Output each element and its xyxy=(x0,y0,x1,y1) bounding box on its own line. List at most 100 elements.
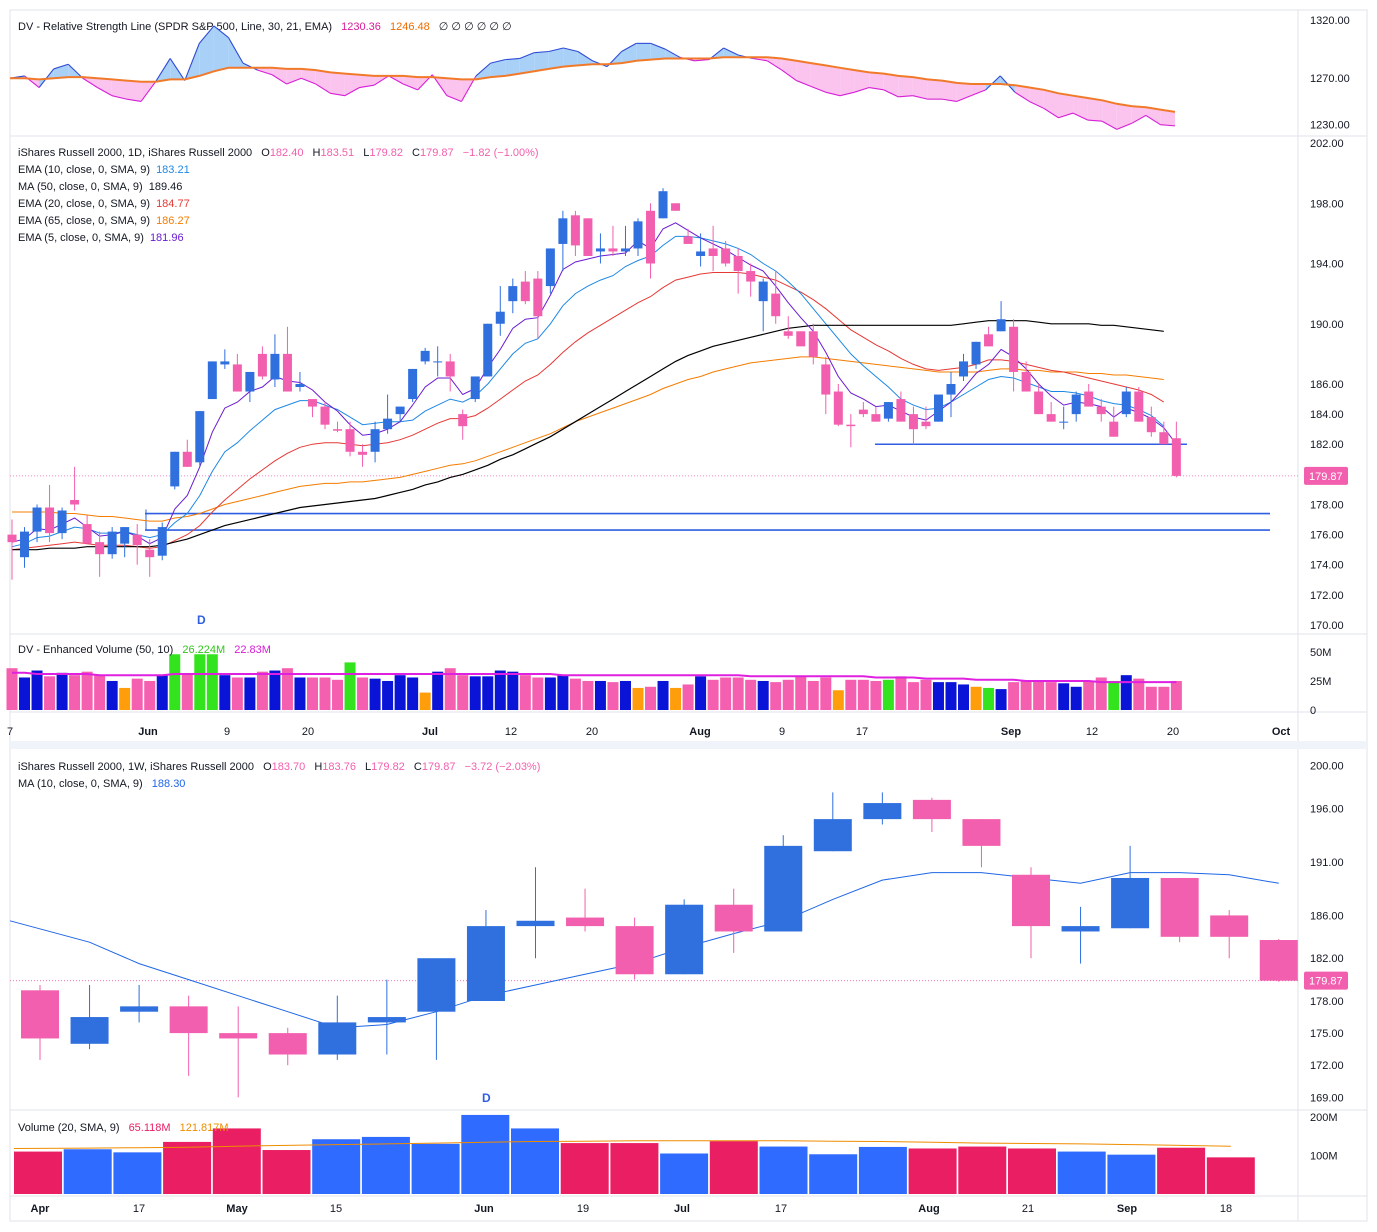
volume-bar[interactable] xyxy=(319,677,331,710)
daily-candle[interactable] xyxy=(420,350,430,362)
daily-price-scale[interactable]: 202.00 198.00 194.00 190.00 186.00 184.00 182.… xyxy=(1310,138,1344,632)
volume-bar[interactable] xyxy=(119,687,131,710)
daily-candle[interactable] xyxy=(220,361,230,365)
daily-candle[interactable] xyxy=(470,376,480,400)
volume-bar[interactable] xyxy=(56,672,68,710)
volume-bar[interactable] xyxy=(382,680,394,710)
daily-candle[interactable] xyxy=(45,507,55,534)
volume-bar[interactable] xyxy=(69,675,81,710)
daily-candle[interactable] xyxy=(796,331,806,347)
volume-bar[interactable] xyxy=(419,692,431,710)
volume-bar[interactable] xyxy=(1008,682,1020,710)
daily-candle[interactable] xyxy=(833,391,843,425)
daily-candle[interactable] xyxy=(821,364,831,395)
daily-candle[interactable] xyxy=(82,524,92,544)
volume-bar[interactable] xyxy=(1070,686,1082,710)
daily-candle[interactable] xyxy=(7,534,17,543)
volume-bar[interactable] xyxy=(256,671,268,710)
volume-bar[interactable] xyxy=(770,682,782,710)
volume-bar[interactable] xyxy=(795,676,807,710)
daily-candle[interactable] xyxy=(408,368,418,400)
volume-bar[interactable] xyxy=(958,684,970,710)
volume-bar[interactable] xyxy=(582,680,594,710)
weekly-time-axis[interactable]: Apr 17 May 15 Jun 19 Jul 17 Aug 21 Sep 18 xyxy=(31,1203,1233,1215)
volume-bar[interactable] xyxy=(645,686,657,710)
rs-price-scale[interactable]: 1320.00 1270.00 1230.00 xyxy=(1310,15,1350,132)
weekly-volume-bar[interactable] xyxy=(660,1153,709,1195)
volume-bar[interactable] xyxy=(970,686,982,710)
daily-candle[interactable] xyxy=(896,399,906,422)
daily-candle[interactable] xyxy=(683,236,693,244)
daily-candle[interactable] xyxy=(721,248,731,264)
weekly-candle[interactable] xyxy=(1061,926,1100,932)
volume-bar[interactable] xyxy=(983,687,995,710)
weekly-volume-bar[interactable] xyxy=(1057,1151,1106,1194)
weekly-volume-bar[interactable] xyxy=(1206,1157,1255,1194)
daily-candle[interactable] xyxy=(1171,438,1181,476)
daily-candle[interactable] xyxy=(558,218,568,244)
daily-candle[interactable] xyxy=(170,451,180,487)
daily-candle[interactable] xyxy=(120,527,130,544)
daily-candle[interactable] xyxy=(808,331,818,357)
volume-bar[interactable] xyxy=(1133,678,1145,710)
volume-bar[interactable] xyxy=(845,679,857,710)
volume-bar[interactable] xyxy=(720,677,732,710)
daily-candle[interactable] xyxy=(783,331,793,336)
daily-candle[interactable] xyxy=(245,371,255,392)
daily-candle[interactable] xyxy=(570,215,580,246)
daily-candle[interactable] xyxy=(984,334,994,347)
weekly-price-scale[interactable]: 200.00 196.00 191.00 186.00 182.00 178.00 175.… xyxy=(1310,761,1344,1105)
daily-candle[interactable] xyxy=(370,429,380,452)
volume-bar[interactable] xyxy=(657,680,669,710)
volume-bar[interactable] xyxy=(1033,680,1045,710)
volume-bar[interactable] xyxy=(807,680,819,710)
daily-candle[interactable] xyxy=(157,527,167,556)
daily-candle[interactable] xyxy=(959,361,969,377)
volume-bar[interactable] xyxy=(1045,682,1057,710)
weekly-volume-bar[interactable] xyxy=(411,1143,460,1194)
volume-bar[interactable] xyxy=(1020,680,1032,710)
daily-candle[interactable] xyxy=(483,323,493,377)
volume-bar[interactable] xyxy=(357,677,369,710)
daily-candle[interactable] xyxy=(433,361,443,363)
weekly-candle[interactable] xyxy=(367,1017,406,1023)
weekly-volume-bar[interactable] xyxy=(511,1128,559,1194)
volume-bar[interactable] xyxy=(332,679,344,710)
daily-candle[interactable] xyxy=(345,429,355,452)
daily-candle[interactable] xyxy=(20,531,30,558)
daily-candle[interactable] xyxy=(320,406,330,425)
daily-candle[interactable] xyxy=(1159,432,1169,445)
daily-candle[interactable] xyxy=(70,499,80,505)
volume-bar[interactable] xyxy=(895,676,907,710)
daily-candle[interactable] xyxy=(733,255,743,272)
daily-candle[interactable] xyxy=(1046,414,1056,422)
daily-candle[interactable] xyxy=(307,399,317,407)
volume-bar[interactable] xyxy=(144,680,156,710)
volume-bar[interactable] xyxy=(707,679,719,710)
daily-candle[interactable] xyxy=(395,406,405,415)
volume-bar[interactable] xyxy=(131,678,143,710)
volume-bar[interactable] xyxy=(444,668,456,710)
weekly-volume-bar[interactable] xyxy=(461,1114,510,1194)
daily-candle[interactable] xyxy=(946,384,956,395)
weekly-candle[interactable] xyxy=(863,803,902,820)
weekly-volume-bar[interactable] xyxy=(1008,1148,1056,1194)
daily-time-axis[interactable]: 7 Jun 9 20 Jul 12 20 Aug 9 17 Sep 12 20 Oct xyxy=(7,726,1291,738)
weekly-volume-bar[interactable] xyxy=(312,1139,361,1194)
volume-bar[interactable] xyxy=(281,668,293,710)
volume-bar[interactable] xyxy=(507,671,519,710)
volume-bar[interactable] xyxy=(945,682,957,710)
weekly-candle[interactable] xyxy=(120,1006,159,1012)
volume-bar[interactable] xyxy=(194,654,206,710)
weekly-volume-bar[interactable] xyxy=(63,1149,112,1194)
weekly-candle[interactable] xyxy=(466,926,505,1002)
volume-bar[interactable] xyxy=(820,677,832,710)
weekly-candle[interactable] xyxy=(1160,877,1199,937)
weekly-candle[interactable] xyxy=(813,819,852,852)
volume-bar[interactable] xyxy=(6,668,18,710)
weekly-candle[interactable] xyxy=(417,958,456,1012)
weekly-candle[interactable] xyxy=(566,917,605,927)
weekly-volume-bar[interactable] xyxy=(610,1143,659,1194)
volume-bar[interactable] xyxy=(81,671,93,710)
